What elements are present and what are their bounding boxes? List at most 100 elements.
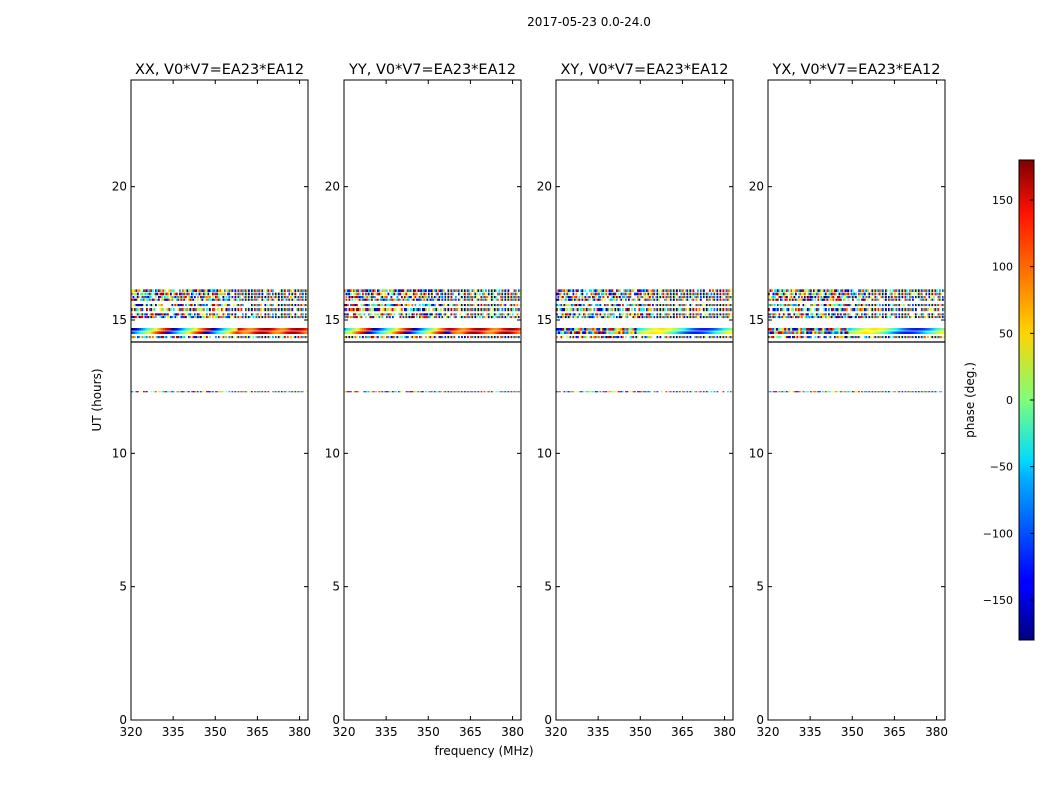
data-band <box>768 313 946 319</box>
y-tick-label: 10 <box>537 446 552 460</box>
y-tick-label: 20 <box>537 180 552 194</box>
data-band <box>768 308 946 312</box>
panel-title: YX, V0*V7=EA23*EA12 <box>771 62 940 78</box>
y-tick-label: 20 <box>749 180 764 194</box>
x-tick-label: 320 <box>545 725 568 739</box>
data-band <box>131 308 309 312</box>
data-band <box>131 296 309 301</box>
x-tick-label: 350 <box>629 725 652 739</box>
y-tick-label: 10 <box>749 446 764 460</box>
data-band <box>768 336 946 339</box>
y-tick-label: 20 <box>325 180 340 194</box>
data-band <box>344 313 522 319</box>
y-axis-label: UT (hours) <box>90 368 104 431</box>
data-band <box>344 304 522 307</box>
y-tick-label: 15 <box>112 313 127 327</box>
x-tick-label: 320 <box>757 725 780 739</box>
data-band <box>344 336 520 339</box>
data-band <box>768 304 946 307</box>
data-band <box>131 391 309 393</box>
x-tick-label: 365 <box>671 725 694 739</box>
data-band <box>344 308 520 312</box>
x-tick-label: 335 <box>375 725 398 739</box>
data-band <box>556 313 734 319</box>
y-tick-label: 15 <box>325 313 340 327</box>
plot-frame <box>767 79 946 721</box>
data-band <box>131 289 309 296</box>
panel-title: XY, V0*V7=EA23*EA12 <box>560 62 728 78</box>
colorbar-tick-label: 100 <box>992 261 1013 274</box>
x-axis-label: frequency (MHz) <box>434 744 533 758</box>
y-tick-label: 10 <box>112 446 127 460</box>
data-band <box>556 336 734 339</box>
x-tick-label: 350 <box>417 725 440 739</box>
x-tick-label: 365 <box>883 725 906 739</box>
colorbar-tick-label: 50 <box>999 327 1013 340</box>
data-band <box>556 308 734 312</box>
y-tick-label: 0 <box>544 713 552 727</box>
data-band <box>131 336 309 339</box>
data-band <box>556 304 734 307</box>
x-tick-label: 335 <box>799 725 822 739</box>
x-tick-label: 380 <box>713 725 736 739</box>
y-tick-label: 5 <box>544 580 552 594</box>
data-band <box>344 391 522 393</box>
panel-3: YX, V0*V7=EA23*EA12 320 335 350 365 380 0 5 10 15… <box>749 62 948 739</box>
data-band <box>345 296 522 301</box>
data-band <box>768 391 943 393</box>
x-tick-label: 380 <box>925 725 948 739</box>
data-band <box>556 328 734 334</box>
colorbar-tick-label: −50 <box>990 461 1013 474</box>
data-band <box>344 289 522 296</box>
figure-suptitle: 2017-05-23 0.0-24.0 <box>527 15 651 29</box>
panel-title: XX, V0*V7=EA23*EA12 <box>135 62 304 78</box>
colorbar: −150 −100 −50 0 50 100 150 phase (deg.) <box>963 159 1035 641</box>
y-tick-label: 5 <box>119 580 127 594</box>
panel-1: YY, V0*V7=EA23*EA12 320 335 350 365 380 0 5 10 15… <box>325 62 524 739</box>
y-tick-label: 0 <box>756 713 764 727</box>
y-tick-label: 0 <box>119 713 127 727</box>
y-tick-label: 5 <box>756 580 764 594</box>
data-band <box>344 328 522 334</box>
colorbar-tick-label: −100 <box>983 527 1013 540</box>
y-tick-label: 10 <box>325 446 340 460</box>
x-tick-label: 335 <box>587 725 610 739</box>
colorbar-tick-label: 150 <box>992 194 1013 207</box>
x-tick-label: 365 <box>246 725 269 739</box>
data-band <box>556 391 734 393</box>
data-band <box>131 313 309 319</box>
data-band <box>556 296 734 301</box>
data-band <box>131 328 309 334</box>
panel-title: YY, V0*V7=EA23*EA12 <box>348 62 516 78</box>
colorbar-tick-label: 0 <box>1006 394 1013 407</box>
panel-0: XX, V0*V7=EA23*EA12 320 335 350 365 380 0 5 10 15… <box>112 62 311 739</box>
x-tick-label: 320 <box>333 725 356 739</box>
data-band <box>131 341 308 343</box>
x-tick-label: 380 <box>501 725 524 739</box>
data-band <box>556 289 734 296</box>
plot-frame <box>555 79 734 721</box>
data-band <box>768 296 946 301</box>
x-tick-label: 320 <box>120 725 143 739</box>
x-tick-label: 350 <box>841 725 864 739</box>
panel-2: XY, V0*V7=EA23*EA12 320 335 350 365 380 0 5 10 15… <box>537 62 736 739</box>
x-tick-label: 335 <box>162 725 185 739</box>
x-tick-label: 380 <box>288 725 311 739</box>
y-tick-label: 15 <box>749 313 764 327</box>
plot-frame <box>130 79 309 721</box>
colorbar-label: phase (deg.) <box>963 362 977 438</box>
y-tick-label: 20 <box>112 180 127 194</box>
data-band <box>132 304 309 307</box>
x-tick-label: 350 <box>204 725 227 739</box>
data-band <box>556 341 733 343</box>
data-band <box>768 341 945 343</box>
plot-frame <box>343 79 522 721</box>
y-tick-label: 15 <box>537 313 552 327</box>
y-tick-label: 5 <box>332 580 340 594</box>
data-band <box>344 341 521 343</box>
y-tick-label: 0 <box>332 713 340 727</box>
x-tick-label: 365 <box>459 725 482 739</box>
colorbar-tick-label: −150 <box>983 594 1013 607</box>
data-band <box>768 289 946 296</box>
